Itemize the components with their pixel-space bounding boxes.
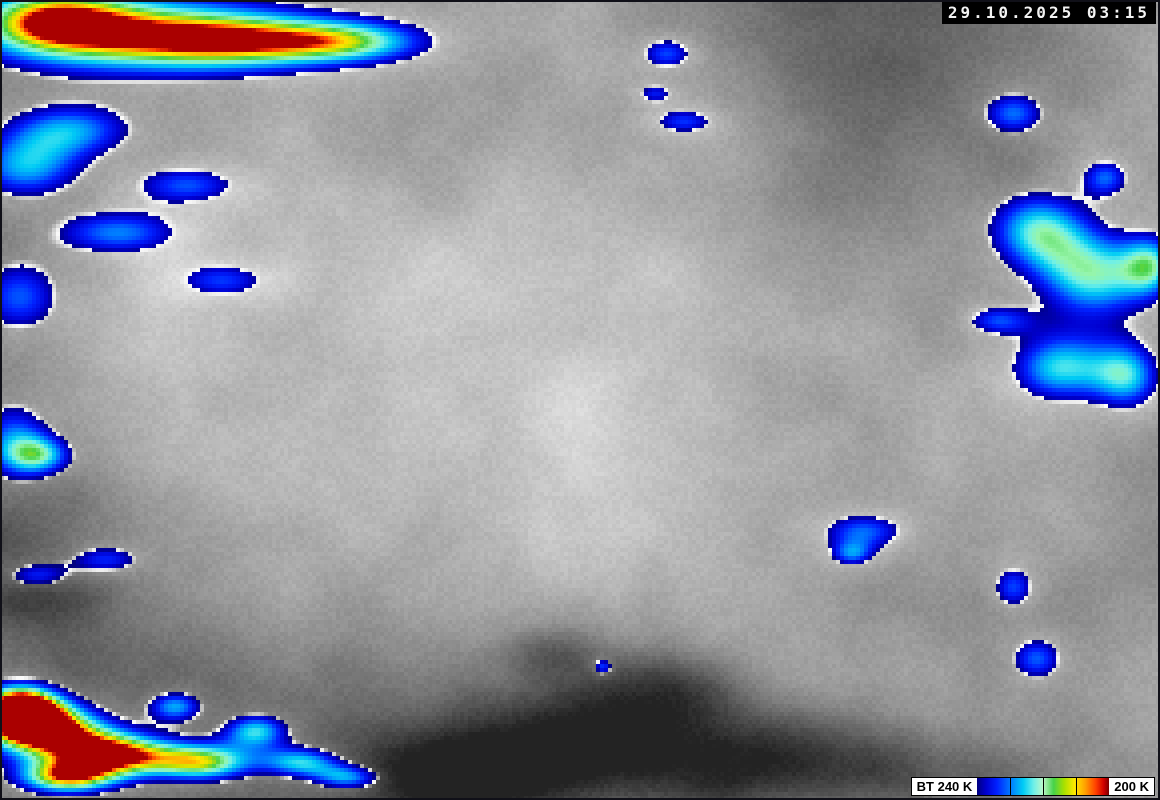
colorbar-tick [1010, 778, 1012, 795]
colorbar-min-label: BT 240 K [911, 778, 978, 795]
timestamp-text: 29.10.2025 03:15 [947, 3, 1150, 22]
colorbar-gradient [977, 778, 1110, 795]
brightness-temperature-colorbar: BT 240 K 200 K [910, 777, 1155, 796]
colorbar-tick [1043, 778, 1045, 795]
timestamp-overlay: 29.10.2025 03:15 [941, 2, 1156, 24]
colorbar-tick [1076, 778, 1078, 795]
colorbar-max-label: 200 K [1109, 778, 1154, 795]
